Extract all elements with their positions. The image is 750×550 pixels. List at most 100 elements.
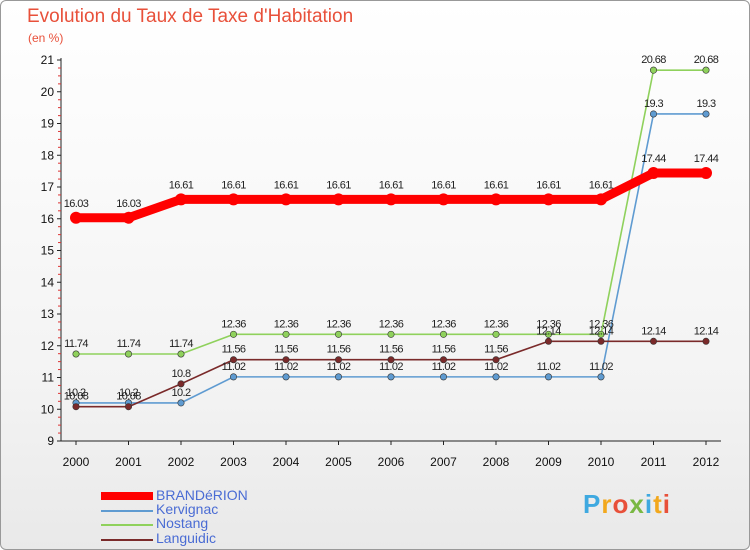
legend-label: BRANDéRION <box>156 487 248 503</box>
data-label: 11.02 <box>222 361 246 373</box>
y-tick-label: 9 <box>47 434 54 448</box>
data-label: 12.36 <box>484 318 509 330</box>
data-point <box>597 337 605 345</box>
data-label: 16.03 <box>64 198 89 210</box>
data-label: 11.56 <box>379 344 403 356</box>
data-label: 11.02 <box>379 361 403 373</box>
data-label: 20.68 <box>694 54 719 66</box>
data-point <box>122 211 135 224</box>
data-point <box>702 110 710 118</box>
data-point <box>72 350 80 358</box>
data-label: 11.56 <box>327 344 351 356</box>
data-label: 10.8 <box>171 368 190 380</box>
x-tick-label: 2007 <box>430 455 457 469</box>
y-tick-label: 20 <box>41 85 55 99</box>
data-point <box>387 330 395 338</box>
data-point <box>437 193 450 206</box>
legend-label: Languidic <box>156 530 216 546</box>
data-point <box>177 399 185 407</box>
data-label: 12.36 <box>274 318 299 330</box>
data-label: 10.08 <box>64 391 89 403</box>
data-point <box>387 373 395 381</box>
data-label: 12.36 <box>221 318 246 330</box>
logo-letter: t <box>653 489 663 519</box>
data-label: 11.02 <box>589 361 613 373</box>
data-label: 12.36 <box>326 318 351 330</box>
data-label: 10.2 <box>119 387 138 399</box>
data-point <box>597 373 605 381</box>
data-point <box>70 211 82 224</box>
series-languidic <box>72 337 710 411</box>
data-label: 11.02 <box>484 361 508 373</box>
data-point <box>385 193 397 206</box>
data-point <box>544 337 552 345</box>
data-point <box>597 330 605 338</box>
data-point <box>490 193 502 206</box>
y-tick-label: 14 <box>41 275 55 289</box>
data-label: 11.02 <box>432 361 456 373</box>
data-point <box>595 193 607 206</box>
data-label: 11.56 <box>274 344 298 356</box>
data-labels: 10.2 10.2 10.2 11.02 11.02 11.02 11.02 11.02 11.… <box>64 54 720 403</box>
data-point <box>230 373 238 381</box>
data-label: 16.61 <box>484 179 509 191</box>
data-label: 16.61 <box>326 179 351 191</box>
data-label: 12.36 <box>379 318 404 330</box>
legend-label: Nostang <box>156 515 209 531</box>
x-tick-label: 2000 <box>63 455 90 469</box>
data-point <box>387 356 395 364</box>
y-tick-label: 12 <box>41 339 55 353</box>
series-layer <box>70 66 712 411</box>
data-point <box>702 66 710 74</box>
data-label: 16.61 <box>169 179 194 191</box>
data-label: 12.36 <box>589 318 614 330</box>
data-label: 16.61 <box>221 179 246 191</box>
data-label: 12.36 <box>536 318 561 330</box>
data-point <box>334 330 342 338</box>
series-nostang <box>72 66 710 358</box>
logo-letter: o <box>612 489 630 519</box>
x-tick-label: 2011 <box>641 455 667 469</box>
data-point <box>282 330 290 338</box>
y-tick-label: 21 <box>41 53 55 67</box>
data-point <box>649 337 657 345</box>
data-point <box>282 373 290 381</box>
data-label: 11.74 <box>169 338 193 350</box>
legend-swatch <box>101 524 153 526</box>
x-tick-label: 2002 <box>168 455 195 469</box>
y-tick-label: 17 <box>41 180 55 194</box>
data-label: 12.36 <box>431 318 456 330</box>
data-label: 11.56 <box>484 344 508 356</box>
data-point <box>282 356 290 364</box>
chart-title: Evolution du Taux de Taxe d'Habitation <box>27 6 354 27</box>
data-point <box>647 167 660 180</box>
data-point <box>332 193 345 206</box>
data-point <box>280 193 292 206</box>
data-label: 16.61 <box>274 179 299 191</box>
data-point <box>492 330 500 338</box>
data-label: 11.02 <box>327 361 351 373</box>
data-label: 12.14 <box>536 325 561 337</box>
data-label: 16.03 <box>116 198 141 210</box>
logo-letter: i <box>644 489 654 519</box>
proxiti-logo: Proxiti <box>583 489 671 520</box>
data-label: 12.14 <box>641 325 666 337</box>
data-point <box>125 403 133 411</box>
logo-letter: x <box>629 489 645 519</box>
data-point <box>72 403 80 411</box>
data-label: 17.44 <box>641 153 666 165</box>
x-tick-label: 2001 <box>115 455 142 469</box>
data-label: 11.02 <box>274 361 298 373</box>
data-point <box>439 356 447 364</box>
x-tick-label: 2009 <box>535 455 562 469</box>
data-label: 10.08 <box>116 391 141 403</box>
data-label: 19.3 <box>696 98 715 110</box>
data-label: 11.74 <box>117 338 141 350</box>
data-label: 16.61 <box>431 179 456 191</box>
data-label: 19.3 <box>644 98 663 110</box>
data-point <box>177 380 185 388</box>
x-tick-label: 2008 <box>483 455 510 469</box>
data-point <box>700 167 712 180</box>
chart-axes: 9 10 11 12 13 14 15 16 17 18 19 20 21 2000 2001 2002 200… <box>41 53 721 469</box>
